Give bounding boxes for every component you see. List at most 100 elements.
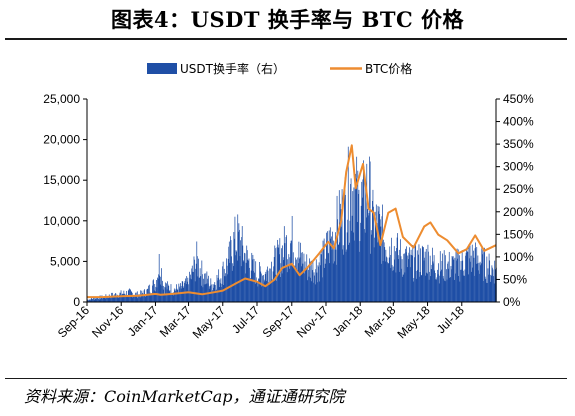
turnover-bar <box>467 251 469 302</box>
turnover-bar <box>218 269 220 302</box>
turnover-bar <box>295 257 296 302</box>
turnover-bar <box>102 297 104 302</box>
turnover-bar <box>181 288 183 302</box>
turnover-bar <box>432 247 433 302</box>
turnover-bar <box>395 251 396 302</box>
turnover-bar <box>289 257 291 302</box>
turnover-bar <box>337 244 339 302</box>
turnover-bar <box>350 184 351 302</box>
turnover-bar <box>198 258 199 302</box>
turnover-bar <box>430 276 432 302</box>
turnover-bar <box>366 163 368 302</box>
turnover-bar <box>305 268 306 302</box>
turnover-bar <box>460 261 462 302</box>
turnover-bar <box>440 271 442 302</box>
turnover-bar <box>108 298 110 302</box>
turnover-bar <box>470 255 472 302</box>
turnover-bar <box>236 260 238 302</box>
turnover-bar <box>387 262 388 302</box>
turnover-bar <box>331 236 332 302</box>
turnover-bar <box>394 259 396 302</box>
turnover-bar <box>115 293 117 302</box>
turnover-bar <box>291 215 293 302</box>
turnover-bar <box>281 248 282 302</box>
turnover-bar <box>347 219 349 302</box>
turnover-bar <box>310 277 312 302</box>
turnover-bar <box>228 241 230 302</box>
turnover-bar <box>236 251 237 302</box>
turnover-bar <box>435 279 437 302</box>
turnover-bar <box>423 260 425 302</box>
turnover-bar <box>103 296 105 302</box>
turnover-bar <box>382 204 383 302</box>
turnover-bar <box>435 279 437 302</box>
turnover-bar <box>290 240 292 302</box>
turnover-bar <box>109 296 111 302</box>
turnover-bar <box>452 257 453 302</box>
turnover-bar <box>286 235 287 302</box>
turnover-bar <box>97 297 99 302</box>
turnover-bar <box>234 216 236 302</box>
turnover-bar <box>239 256 241 302</box>
turnover-bar <box>426 273 428 302</box>
turnover-bar <box>97 297 98 302</box>
turnover-bar <box>349 220 351 302</box>
axes: 0 5,000 10,000 15,000 20,000 25,000 0% 50% 100% 1… <box>43 92 534 341</box>
x-tick-label: Mar-17 <box>157 303 194 340</box>
turnover-bar <box>237 231 239 302</box>
line-series <box>86 144 497 299</box>
turnover-bar <box>319 281 321 302</box>
turnover-bar <box>351 215 353 302</box>
turnover-bar <box>410 249 412 302</box>
turnover-bar <box>135 292 136 302</box>
turnover-bar <box>480 263 482 302</box>
turnover-bar <box>300 252 302 302</box>
turnover-bar <box>271 279 273 302</box>
x-tick-label: Nov-17 <box>294 303 331 340</box>
turnover-bar <box>124 293 125 302</box>
turnover-bar <box>493 276 494 302</box>
turnover-bar <box>301 252 303 302</box>
turnover-bar <box>92 299 93 302</box>
turnover-bar <box>88 300 90 302</box>
turnover-bar <box>346 232 348 302</box>
turnover-bar <box>411 255 413 302</box>
turnover-bar <box>235 255 236 302</box>
turnover-bar <box>257 281 258 302</box>
turnover-bar <box>333 240 335 302</box>
turnover-bar <box>137 298 139 302</box>
turnover-bar <box>245 273 246 302</box>
turnover-bar <box>403 253 405 302</box>
turnover-bar <box>164 293 166 302</box>
turnover-bar <box>393 270 395 302</box>
turnover-bar <box>439 251 441 302</box>
turnover-bar <box>172 292 174 302</box>
turnover-bar <box>106 296 107 302</box>
turnover-bar <box>267 270 269 302</box>
turnover-bar <box>133 294 135 302</box>
chart-title: 图表4：USDT 换手率与 BTC 价格 <box>111 7 464 32</box>
turnover-bar <box>360 205 362 302</box>
turnover-bar <box>412 281 414 302</box>
turnover-bar <box>320 254 322 302</box>
turnover-bar <box>465 255 466 302</box>
turnover-bar <box>171 294 172 302</box>
turnover-bar <box>254 283 256 302</box>
turnover-bar <box>392 266 394 302</box>
turnover-bar <box>118 294 120 302</box>
turnover-bar <box>187 277 189 302</box>
legend-line-label: BTC价格 <box>365 61 412 76</box>
turnover-bar <box>307 267 309 302</box>
turnover-bar <box>290 243 291 302</box>
turnover-bar <box>95 297 97 302</box>
x-tick-label: May-18 <box>394 303 432 341</box>
turnover-bar <box>419 272 421 302</box>
turnover-bar <box>126 296 128 302</box>
turnover-bar <box>415 270 417 302</box>
turnover-bar <box>149 292 151 302</box>
turnover-bar <box>161 268 162 302</box>
turnover-bar <box>286 272 288 302</box>
turnover-bar <box>104 298 106 302</box>
turnover-bar <box>269 268 271 302</box>
turnover-bar <box>373 206 374 302</box>
